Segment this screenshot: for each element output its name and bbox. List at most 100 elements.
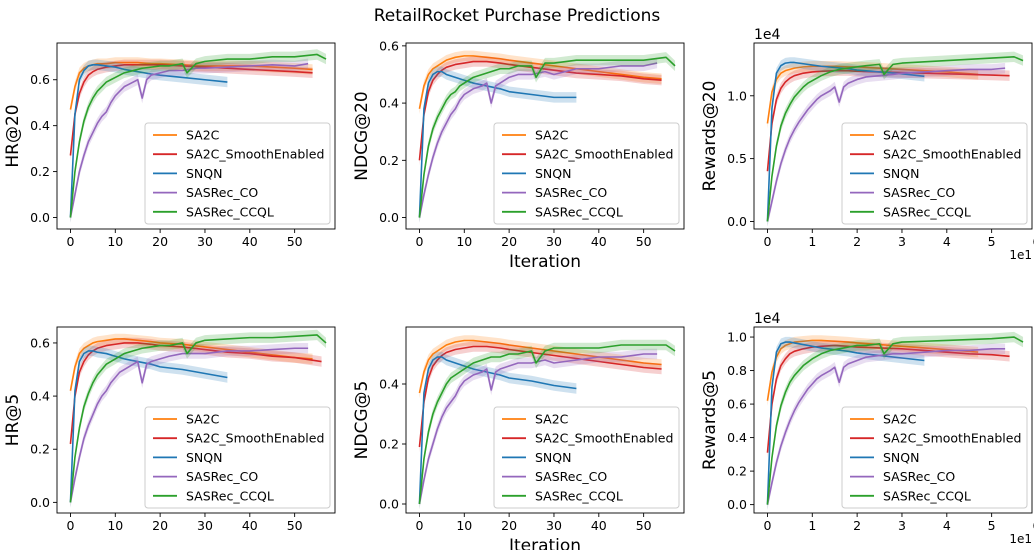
x-tick-label: 4 — [943, 518, 951, 533]
y-axis-label: Rewards@5 — [700, 370, 720, 470]
legend-label-sasrec-co: SASRec_CO — [186, 185, 258, 200]
legend: SA2C SA2C_SmoothEnabled SNQN SASRec_CO SASRe… — [494, 407, 679, 508]
x-tick-label: 30 — [546, 234, 562, 249]
y-tick-label: 0.0 — [379, 497, 399, 512]
legend-label-sasrec-ccql: SASRec_CCQL — [883, 204, 971, 219]
legend: SA2C SA2C_SmoothEnabled SNQN SASRec_CO SASRe… — [494, 123, 679, 224]
y-axis-label: HR@5 — [3, 394, 23, 446]
legend-label-sa2c-smoothenabled: SA2C_SmoothEnabled — [186, 431, 324, 446]
legend-label-sasrec-ccql: SASRec_CCQL — [535, 204, 623, 219]
legend-label-sasrec-ccql: SASRec_CCQL — [535, 488, 623, 503]
y-tick-label: 0.0 — [379, 210, 399, 225]
x-tick-label: 40 — [591, 518, 607, 533]
x-tick-label: 0 — [415, 234, 423, 249]
panel-ndcg20: 0 10 20 30 40 50 0.0 0.2 0.4 0.6 NDCG@20 Iteration S… — [352, 38, 684, 272]
y-tick-label: 0.2 — [379, 437, 399, 452]
y-tick-label: 0.0 — [30, 495, 50, 510]
legend-label-sasrec-co: SASRec_CO — [535, 185, 607, 200]
x-tick-label: 4 — [943, 234, 951, 249]
y-tick-label: 0.2 — [727, 464, 747, 479]
x-axis-label: Iteration — [509, 252, 581, 272]
legend-label-sa2c-smoothenabled: SA2C_SmoothEnabled — [186, 147, 324, 162]
panel-rewards5: 0 1 2 3 4 5 6 0.0 0.2 0.4 0.6 0.8 1.0 Rewards@5 1e4 1e1… — [700, 311, 1034, 546]
y-tick-label: 0.6 — [727, 397, 747, 412]
legend-label-sa2c: SA2C — [535, 412, 569, 427]
x-tick-label: 30 — [197, 518, 213, 533]
legend-label-sa2c: SA2C — [883, 128, 917, 143]
x-tick-label: 10 — [107, 518, 123, 533]
legend-label-snqn: SNQN — [883, 450, 919, 465]
x-tick-label: 1 — [808, 234, 816, 249]
x-tick-label: 50 — [636, 518, 652, 533]
legend-label-snqn: SNQN — [186, 450, 222, 465]
legend-label-sasrec-ccql: SASRec_CCQL — [186, 204, 274, 219]
x-tick-label: 0 — [763, 518, 771, 533]
x-tick-label: 0 — [763, 234, 771, 249]
x-tick-label: 3 — [898, 234, 906, 249]
legend-label-sasrec-ccql: SASRec_CCQL — [883, 488, 971, 503]
x-offset-label: 1e1 — [1009, 532, 1032, 546]
x-tick-label: 5 — [988, 234, 996, 249]
x-tick-label: 20 — [501, 518, 517, 533]
legend: SA2C SA2C_SmoothEnabled SNQN SASRec_CO SASRe… — [842, 407, 1027, 508]
x-axis-label: Iteration — [509, 536, 581, 550]
legend-label-sa2c: SA2C — [186, 412, 220, 427]
x-tick-label: 50 — [636, 234, 652, 249]
x-tick-label: 2 — [853, 518, 861, 533]
legend-label-sasrec-ccql: SASRec_CCQL — [186, 488, 274, 503]
x-tick-label: 3 — [898, 518, 906, 533]
legend-label-snqn: SNQN — [535, 166, 571, 181]
legend-label-sa2c: SA2C — [535, 128, 569, 143]
legend: SA2C SA2C_SmoothEnabled SNQN SASRec_CO SASRe… — [842, 123, 1027, 224]
x-tick-label: 10 — [456, 234, 472, 249]
x-tick-label: 10 — [107, 234, 123, 249]
y-tick-label: 0.0 — [727, 497, 747, 512]
legend: SA2C SA2C_SmoothEnabled SNQN SASRec_CO SASRe… — [145, 123, 330, 224]
y-tick-label: 0.4 — [727, 430, 747, 445]
x-offset-label: 1e1 — [1009, 248, 1032, 262]
y-tick-label: 0.4 — [379, 377, 399, 392]
y-tick-label: 0.4 — [30, 389, 50, 404]
legend-label-sasrec-co: SASRec_CO — [535, 469, 607, 484]
y-tick-label: 0.2 — [30, 164, 50, 179]
y-tick-label: 0.4 — [379, 96, 399, 111]
x-tick-label: 0 — [66, 518, 74, 533]
x-tick-label: 20 — [152, 518, 168, 533]
y-tick-label: 1.0 — [727, 330, 747, 345]
legend-label-sasrec-co: SASRec_CO — [883, 469, 955, 484]
legend-label-snqn: SNQN — [535, 450, 571, 465]
panel-ndcg5: 0 10 20 30 40 500.00.20.4NDCG@5IterationSA2CS… — [352, 327, 684, 550]
legend-label-sa2c-smoothenabled: SA2C_SmoothEnabled — [535, 147, 673, 162]
y-tick-label: 0.2 — [379, 153, 399, 168]
y-axis-label: Rewards@20 — [700, 81, 720, 192]
x-tick-label: 40 — [591, 234, 607, 249]
legend-label-sasrec-co: SASRec_CO — [186, 469, 258, 484]
x-tick-label: 40 — [242, 518, 258, 533]
x-tick-label: 0 — [415, 518, 423, 533]
panel-hr5: 0 10 20 30 40 50 0.0 0.2 0.4 0.6 HR@5 SA2C SA2C_Smoo… — [3, 327, 335, 533]
x-tick-label: 30 — [546, 518, 562, 533]
y-tick-label: 0.6 — [30, 335, 50, 350]
y-axis-label: NDCG@5 — [352, 381, 372, 460]
legend-label-sa2c: SA2C — [883, 412, 917, 427]
x-tick-label: 50 — [287, 518, 303, 533]
y-offset-label: 1e4 — [754, 311, 781, 327]
y-tick-label: 0.8 — [727, 363, 747, 378]
legend-label-sa2c-smoothenabled: SA2C_SmoothEnabled — [883, 431, 1021, 446]
legend-label-sa2c-smoothenabled: SA2C_SmoothEnabled — [535, 431, 673, 446]
y-tick-label: 0.0 — [727, 214, 747, 229]
figure-title: RetailRocket Purchase Predictions — [374, 6, 661, 26]
y-axis-label: HR@20 — [3, 104, 23, 167]
y-axis-label: NDCG@20 — [352, 91, 372, 180]
x-tick-label: 5 — [988, 518, 996, 533]
x-tick-label: 50 — [287, 234, 303, 249]
legend-label-snqn: SNQN — [883, 166, 919, 181]
x-tick-label: 0 — [66, 234, 74, 249]
legend-label-sasrec-co: SASRec_CO — [883, 185, 955, 200]
legend-label-sa2c: SA2C — [186, 128, 220, 143]
legend-label-sa2c-smoothenabled: SA2C_SmoothEnabled — [883, 147, 1021, 162]
x-tick-label: 10 — [456, 518, 472, 533]
y-tick-label: 0.4 — [30, 118, 50, 133]
y-tick-label: 0.2 — [30, 442, 50, 457]
